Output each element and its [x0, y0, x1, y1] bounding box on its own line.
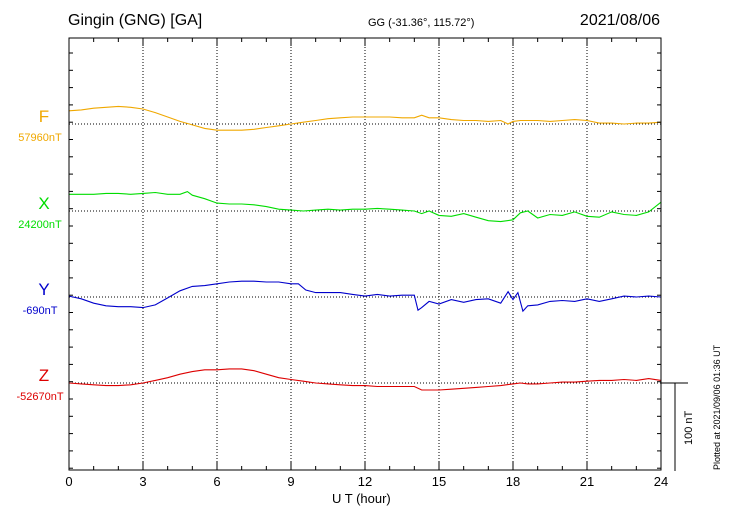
station-coordinates: GG (-31.36°, 115.72°): [368, 17, 475, 29]
x-axis-label: U T (hour): [332, 491, 391, 506]
grid-lines: [142, 38, 588, 470]
x-tick-label-15: 15: [432, 474, 446, 489]
trace-f: [68, 105, 662, 131]
x-tick-label-9: 9: [287, 474, 294, 489]
trace-y: [68, 280, 662, 313]
channel-label-x: X: [38, 194, 50, 213]
trace-z: [68, 368, 662, 391]
channel-label-y: Y: [38, 280, 50, 299]
x-tick-label-3: 3: [139, 474, 146, 489]
baseline-value-x: 24200nT: [18, 219, 62, 231]
x-tick-label-18: 18: [506, 474, 520, 489]
scale-bar-label: 100 nT: [683, 410, 695, 445]
x-tick-label-24: 24: [654, 474, 668, 489]
date-label: 2021/08/06: [579, 12, 660, 29]
station-title: Gingin (GNG) [GA]: [68, 12, 203, 29]
channel-label-z: Z: [38, 366, 50, 385]
axis-ticks: 0 3 6 9 12 15 18 21 24: [65, 38, 668, 489]
x-tick-label-0: 0: [65, 474, 72, 489]
trace-x: [69, 190, 662, 223]
x-tick-label-21: 21: [580, 474, 594, 489]
baseline-value-f: 57960nT: [18, 132, 62, 144]
channel-label-f: F: [38, 107, 50, 126]
baseline-value-y: -690nT: [22, 305, 58, 317]
scale-bar: 100 nT: [661, 382, 695, 471]
traces: [68, 105, 662, 391]
baseline-value-z: -52670nT: [16, 391, 64, 403]
x-tick-label-12: 12: [358, 474, 372, 489]
x-tick-label-6: 6: [213, 474, 220, 489]
plotted-note: Plotted at 2021/09/06 01:36 UT: [712, 344, 722, 470]
